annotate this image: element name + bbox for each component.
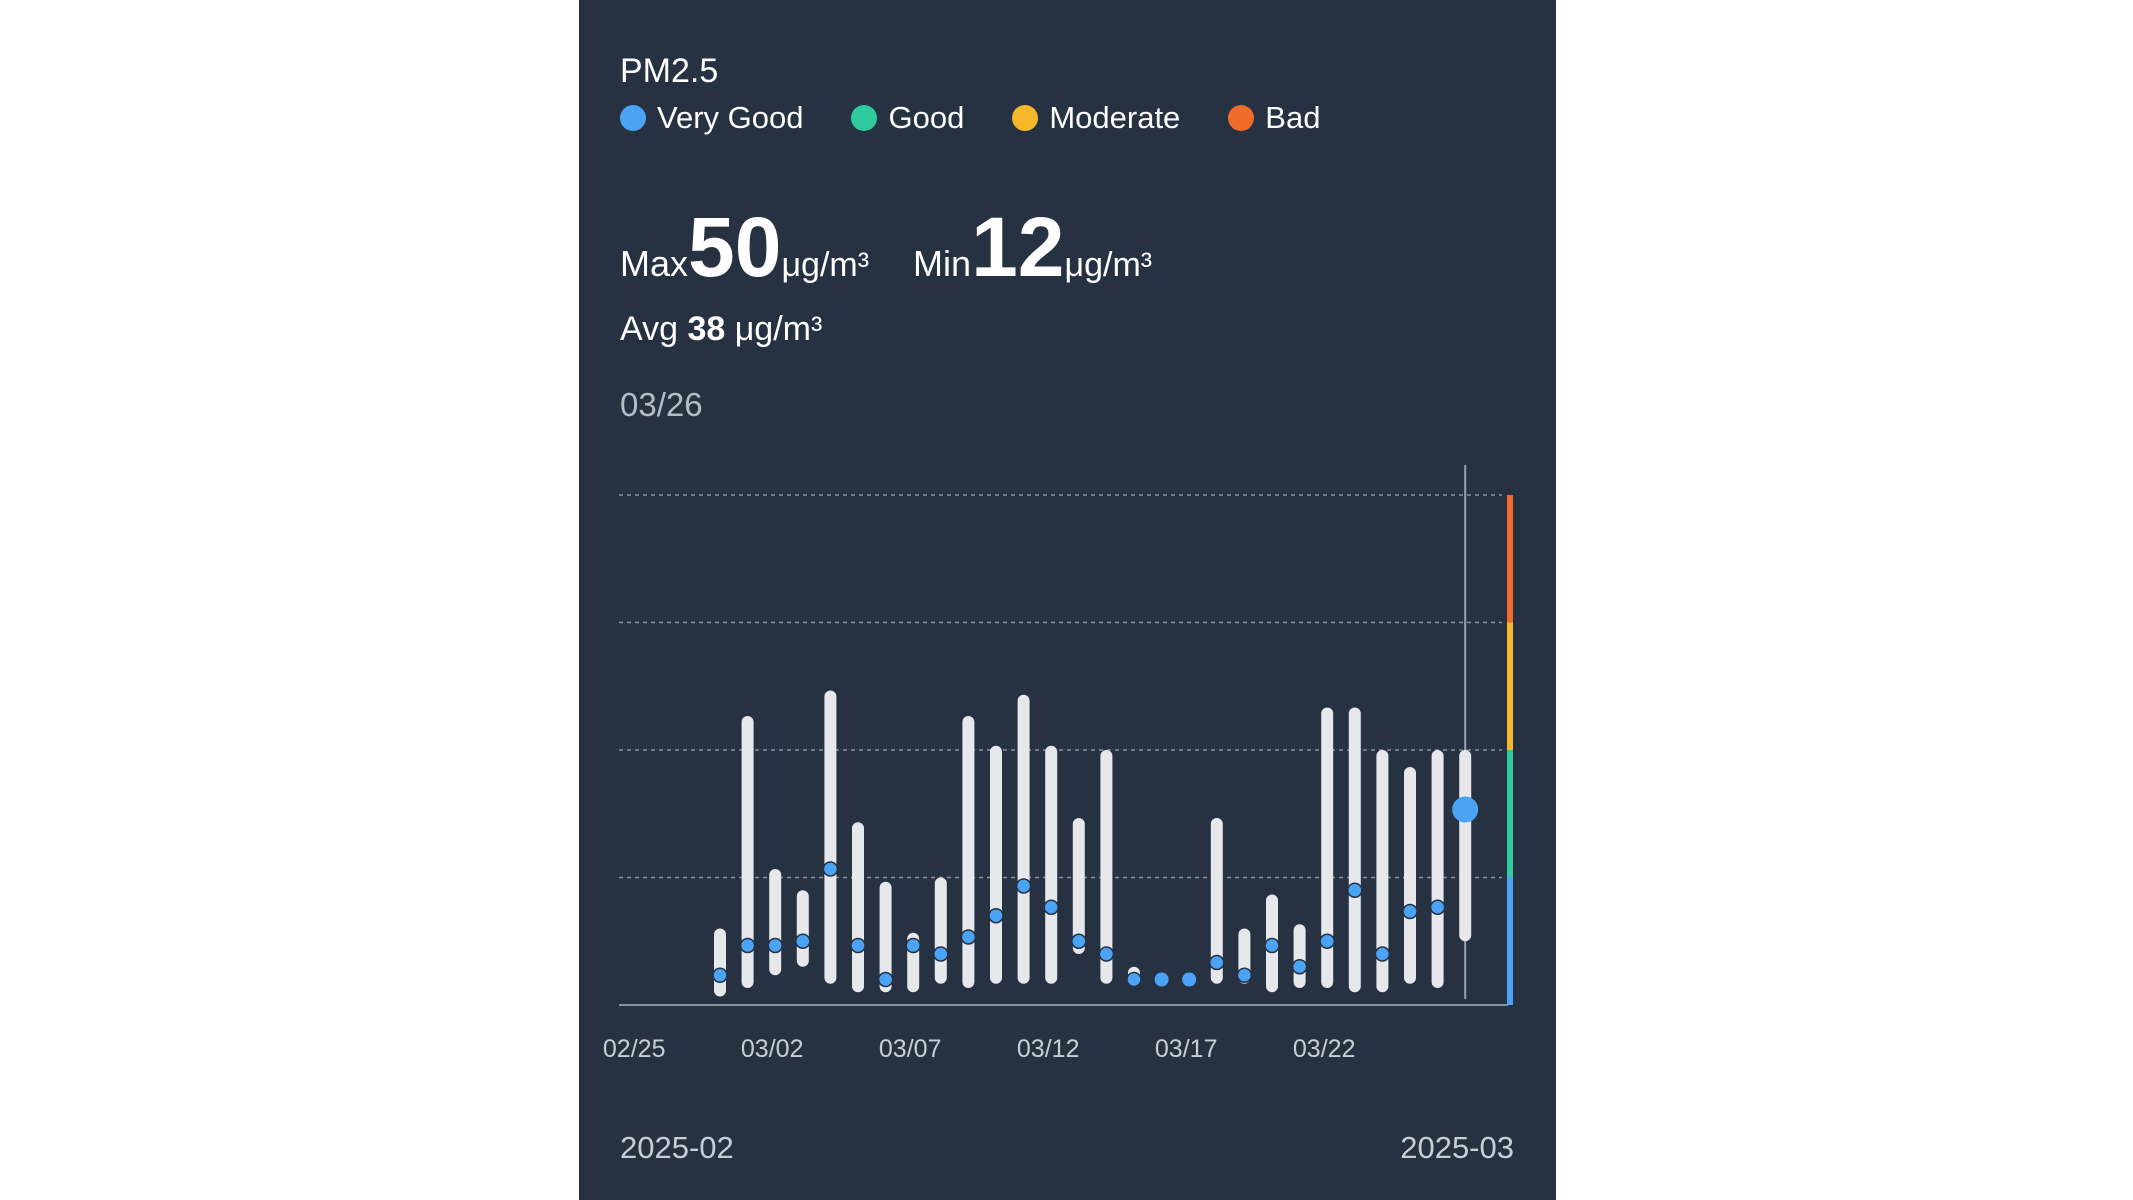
range-bar: [1459, 750, 1472, 942]
max-value: 50: [688, 200, 782, 294]
legend-label: Moderate: [1049, 100, 1181, 135]
range-bar: [962, 716, 975, 988]
avg-label: Avg: [620, 310, 678, 348]
range-bar: [990, 745, 1002, 984]
min-label: Min: [913, 243, 972, 284]
min-unit: μg/m³: [1064, 246, 1153, 284]
range-bar: [1210, 818, 1223, 984]
pm25-panel: PM2.5 Very Good Good Moderate Bad Max 50…: [579, 0, 1556, 1200]
legend: Very Good Good Moderate Bad: [620, 100, 1368, 136]
legend-dot-bad-icon: [1228, 105, 1255, 131]
avg-point: [1126, 971, 1142, 988]
legend-dot-moderate-icon: [1012, 105, 1039, 131]
avg-point: [822, 861, 839, 877]
avg-point: [850, 937, 866, 954]
range-bar: [1376, 750, 1389, 993]
quality-band: [1507, 750, 1513, 878]
range-bar: [1100, 750, 1113, 984]
range-bar: [769, 869, 782, 976]
avg-point: [1319, 933, 1335, 949]
range-bar: [879, 881, 892, 993]
avg-point: [1264, 937, 1280, 954]
avg-point: [1402, 903, 1418, 920]
avg-point: [1098, 946, 1115, 962]
selected-date: 03/26: [620, 386, 703, 423]
chart-title: PM2.5: [620, 52, 719, 90]
range-bar: [1431, 750, 1444, 988]
legend-item-moderate: Moderate: [1012, 100, 1180, 136]
avg-point: [988, 908, 1004, 924]
range-bar: [741, 716, 754, 988]
avg-value: 38: [687, 310, 726, 348]
range-bar: [1348, 707, 1361, 993]
legend-dot-good-icon: [851, 105, 878, 131]
min-value: 12: [971, 200, 1065, 294]
range-bar: [1017, 694, 1030, 984]
range-bar: [852, 822, 864, 993]
avg-point: [960, 929, 977, 945]
avg-point: [1374, 946, 1391, 962]
avg-point: [1154, 972, 1169, 987]
x-tick-label: 02/25: [603, 1035, 666, 1063]
avg-point: [1015, 878, 1032, 894]
legend-label: Good: [888, 100, 965, 135]
range-bar: [1321, 707, 1334, 988]
avg-point: [905, 937, 921, 954]
avg-point: [1043, 899, 1059, 915]
avg-point: [1236, 967, 1253, 983]
x-tick-label: 03/17: [1155, 1035, 1218, 1063]
stats-summary: Max 50 μg/m³ Min 12 μg/m³: [620, 205, 1152, 289]
avg-point: [712, 967, 728, 983]
avg-unit: μg/m³: [734, 310, 823, 348]
avg-point: [877, 971, 894, 988]
avg-point: [767, 937, 783, 954]
quality-band: [1507, 495, 1513, 623]
legend-item-bad: Bad: [1228, 100, 1320, 136]
x-tick-label: 03/07: [879, 1035, 942, 1063]
legend-item-good: Good: [851, 100, 964, 136]
range-bar: [1293, 924, 1306, 988]
quality-band: [1507, 877, 1513, 1005]
avg-point: [1347, 882, 1363, 898]
x-tick-label: 03/12: [1017, 1035, 1080, 1063]
x-tick-label: 03/22: [1293, 1035, 1356, 1063]
avg-point: [1291, 959, 1308, 975]
range-bar: [1072, 818, 1085, 954]
x-tick-label: 03/02: [741, 1035, 804, 1063]
range-bar: [824, 690, 837, 984]
pm25-range-chart[interactable]: 02/25 03/02 03/07 03/12 03/17 03/22: [579, 0, 1556, 1200]
range-bar: [1045, 745, 1058, 984]
avg-summary: Avg 38 μg/m³: [620, 310, 822, 349]
quality-band: [1507, 622, 1513, 750]
avg-point: [739, 937, 756, 954]
legend-dot-very-good-icon: [620, 105, 646, 131]
selected-avg-point: [1452, 796, 1479, 823]
range-bar: [934, 877, 947, 984]
month-label-start: 2025-02: [620, 1130, 734, 1165]
range-bar: [1404, 767, 1416, 984]
month-label-end: 2025-03: [1400, 1130, 1514, 1165]
avg-point: [1071, 933, 1087, 949]
range-bar: [796, 890, 809, 967]
avg-point: [1182, 972, 1197, 987]
max-unit: μg/m³: [781, 246, 870, 284]
avg-point: [1429, 899, 1446, 915]
range-bar: [714, 928, 726, 997]
legend-item-very-good: Very Good: [620, 100, 803, 136]
avg-point: [1209, 954, 1225, 971]
legend-label: Bad: [1265, 100, 1321, 135]
max-label: Max: [620, 243, 689, 284]
legend-label: Very Good: [657, 100, 804, 135]
avg-point: [933, 946, 949, 962]
avg-point: [795, 933, 811, 949]
